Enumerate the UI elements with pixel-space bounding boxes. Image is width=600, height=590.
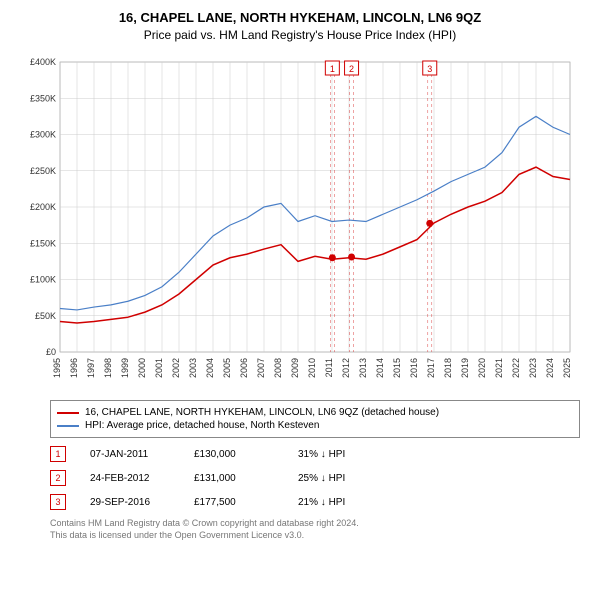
- legend-swatch: [57, 412, 79, 414]
- svg-text:2013: 2013: [358, 358, 368, 378]
- marker-price: £130,000: [194, 449, 274, 460]
- svg-text:2008: 2008: [273, 358, 283, 378]
- marker-date: 24-FEB-2012: [90, 473, 170, 484]
- svg-text:2010: 2010: [307, 358, 317, 378]
- svg-text:2003: 2003: [188, 358, 198, 378]
- svg-text:2020: 2020: [477, 358, 487, 378]
- marker-row: 1 07-JAN-2011 £130,000 31% ↓ HPI: [50, 446, 580, 462]
- marker-delta: 31% ↓ HPI: [298, 449, 378, 460]
- svg-text:2005: 2005: [222, 358, 232, 378]
- svg-text:1: 1: [330, 64, 335, 74]
- marker-delta: 25% ↓ HPI: [298, 473, 378, 484]
- svg-text:2017: 2017: [426, 358, 436, 378]
- marker-delta: 21% ↓ HPI: [298, 497, 378, 508]
- svg-text:2004: 2004: [205, 358, 215, 378]
- svg-text:1997: 1997: [86, 358, 96, 378]
- svg-text:1998: 1998: [103, 358, 113, 378]
- svg-text:2009: 2009: [290, 358, 300, 378]
- svg-text:2: 2: [349, 64, 354, 74]
- svg-text:1995: 1995: [52, 358, 62, 378]
- svg-text:2001: 2001: [154, 358, 164, 378]
- svg-text:2014: 2014: [375, 358, 385, 378]
- footer-line2: This data is licensed under the Open Gov…: [50, 530, 580, 542]
- svg-text:2025: 2025: [562, 358, 572, 378]
- svg-text:2015: 2015: [392, 358, 402, 378]
- svg-text:£200K: £200K: [30, 202, 56, 212]
- marker-id-box: 1: [50, 446, 66, 462]
- title-block: 16, CHAPEL LANE, NORTH HYKEHAM, LINCOLN,…: [10, 10, 590, 42]
- marker-row: 2 24-FEB-2012 £131,000 25% ↓ HPI: [50, 470, 580, 486]
- svg-text:2024: 2024: [545, 358, 555, 378]
- svg-text:1999: 1999: [120, 358, 130, 378]
- svg-text:2000: 2000: [137, 358, 147, 378]
- marker-id-box: 3: [50, 494, 66, 510]
- footer: Contains HM Land Registry data © Crown c…: [50, 518, 580, 541]
- svg-text:2019: 2019: [460, 358, 470, 378]
- svg-text:2007: 2007: [256, 358, 266, 378]
- marker-date: 29-SEP-2016: [90, 497, 170, 508]
- svg-text:2002: 2002: [171, 358, 181, 378]
- svg-text:£250K: £250K: [30, 166, 56, 176]
- svg-text:2006: 2006: [239, 358, 249, 378]
- svg-text:£50K: £50K: [35, 311, 56, 321]
- svg-text:£150K: £150K: [30, 238, 56, 248]
- svg-text:2011: 2011: [324, 358, 334, 377]
- chart-subtitle: Price paid vs. HM Land Registry's House …: [10, 28, 590, 42]
- svg-text:1996: 1996: [69, 358, 79, 378]
- line-chart: £0 £50K £100K £150K £200K £250K £300K £350K £400…: [20, 52, 580, 392]
- legend: 16, CHAPEL LANE, NORTH HYKEHAM, LINCOLN,…: [50, 400, 580, 438]
- svg-text:2022: 2022: [511, 358, 521, 378]
- marker-price: £131,000: [194, 473, 274, 484]
- marker-table: 1 07-JAN-2011 £130,000 31% ↓ HPI 2 24-FEB-201…: [50, 446, 580, 510]
- legend-label: HPI: Average price, detached house, Nort…: [85, 420, 319, 431]
- legend-swatch: [57, 425, 79, 427]
- svg-text:2018: 2018: [443, 358, 453, 378]
- svg-text:2021: 2021: [494, 358, 504, 378]
- legend-row: 16, CHAPEL LANE, NORTH HYKEHAM, LINCOLN,…: [57, 407, 573, 418]
- svg-text:2016: 2016: [409, 358, 419, 378]
- svg-text:3: 3: [427, 64, 432, 74]
- svg-text:£350K: £350K: [30, 93, 56, 103]
- legend-row: HPI: Average price, detached house, Nort…: [57, 420, 573, 431]
- footer-line1: Contains HM Land Registry data © Crown c…: [50, 518, 580, 530]
- marker-date: 07-JAN-2011: [90, 449, 170, 460]
- svg-text:2023: 2023: [528, 358, 538, 378]
- svg-text:£400K: £400K: [30, 57, 56, 67]
- svg-text:£100K: £100K: [30, 275, 56, 285]
- legend-label: 16, CHAPEL LANE, NORTH HYKEHAM, LINCOLN,…: [85, 407, 439, 418]
- chart-title: 16, CHAPEL LANE, NORTH HYKEHAM, LINCOLN,…: [10, 10, 590, 25]
- marker-row: 3 29-SEP-2016 £177,500 21% ↓ HPI: [50, 494, 580, 510]
- marker-id-box: 2: [50, 470, 66, 486]
- marker-price: £177,500: [194, 497, 274, 508]
- svg-text:£0: £0: [46, 347, 56, 357]
- svg-text:£300K: £300K: [30, 130, 56, 140]
- chart-container: £0 £50K £100K £150K £200K £250K £300K £350K £400…: [20, 52, 580, 392]
- svg-text:2012: 2012: [341, 358, 351, 378]
